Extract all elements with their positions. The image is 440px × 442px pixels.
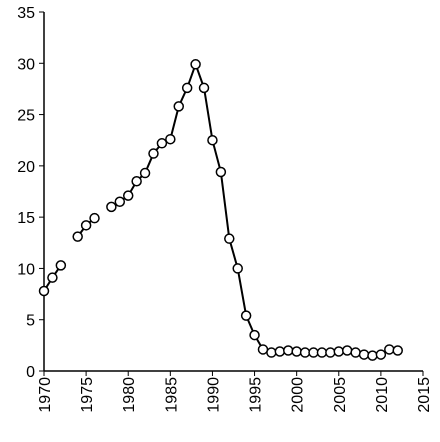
marker: [181, 82, 193, 94]
x-tick-label: 1975: [79, 377, 96, 413]
marker: [114, 196, 126, 208]
x-tick-label: 2015: [416, 377, 433, 413]
marker: [80, 220, 92, 231]
marker: [266, 347, 277, 358]
marker: [291, 346, 302, 357]
marker: [173, 101, 185, 112]
y-tick-label: 20: [17, 159, 35, 176]
x-tick-label: 1985: [163, 377, 180, 413]
x-tick-label: 2010: [374, 377, 391, 413]
y-tick-label: 15: [17, 210, 35, 227]
marker: [156, 138, 168, 149]
marker: [257, 344, 269, 355]
marker: [358, 349, 370, 360]
x-tick-label: 1970: [37, 377, 54, 413]
marker: [392, 345, 403, 356]
marker: [274, 346, 286, 357]
marker: [232, 263, 243, 274]
marker: [249, 329, 260, 341]
marker: [316, 347, 328, 358]
marker: [207, 134, 218, 146]
marker: [333, 346, 345, 357]
x-tick-label: 2000: [290, 377, 307, 413]
marker: [139, 167, 151, 179]
y-tick-label: 0: [26, 364, 35, 381]
marker: [131, 175, 142, 187]
marker: [89, 212, 100, 224]
y-tick-label: 30: [17, 56, 35, 73]
marker: [55, 260, 67, 271]
marker: [165, 133, 176, 145]
marker: [299, 347, 311, 358]
marker: [224, 233, 235, 244]
marker: [198, 82, 210, 94]
marker: [240, 310, 252, 321]
y-tick-label: 10: [17, 261, 35, 278]
marker: [341, 345, 353, 356]
marker: [375, 349, 387, 360]
x-tick-label: 1990: [205, 377, 222, 413]
x-tick-label: 1995: [248, 377, 265, 413]
marker: [282, 345, 294, 356]
marker: [72, 231, 83, 242]
marker: [384, 344, 395, 355]
marker: [308, 347, 319, 358]
marker: [350, 347, 361, 358]
line: [110, 61, 398, 357]
marker: [367, 350, 378, 361]
y-tick-label: 5: [26, 313, 35, 330]
marker: [190, 59, 201, 70]
marker: [47, 272, 58, 283]
marker: [38, 285, 50, 297]
x-tick-label: 2005: [332, 377, 349, 413]
marker: [106, 201, 117, 213]
y-tick-label: 25: [17, 108, 35, 125]
marker: [148, 148, 159, 159]
marker: [122, 190, 134, 201]
marker: [325, 347, 336, 358]
y-tick-label: 35: [17, 5, 35, 22]
x-tick-label: 1980: [121, 377, 138, 413]
marker: [215, 166, 227, 178]
